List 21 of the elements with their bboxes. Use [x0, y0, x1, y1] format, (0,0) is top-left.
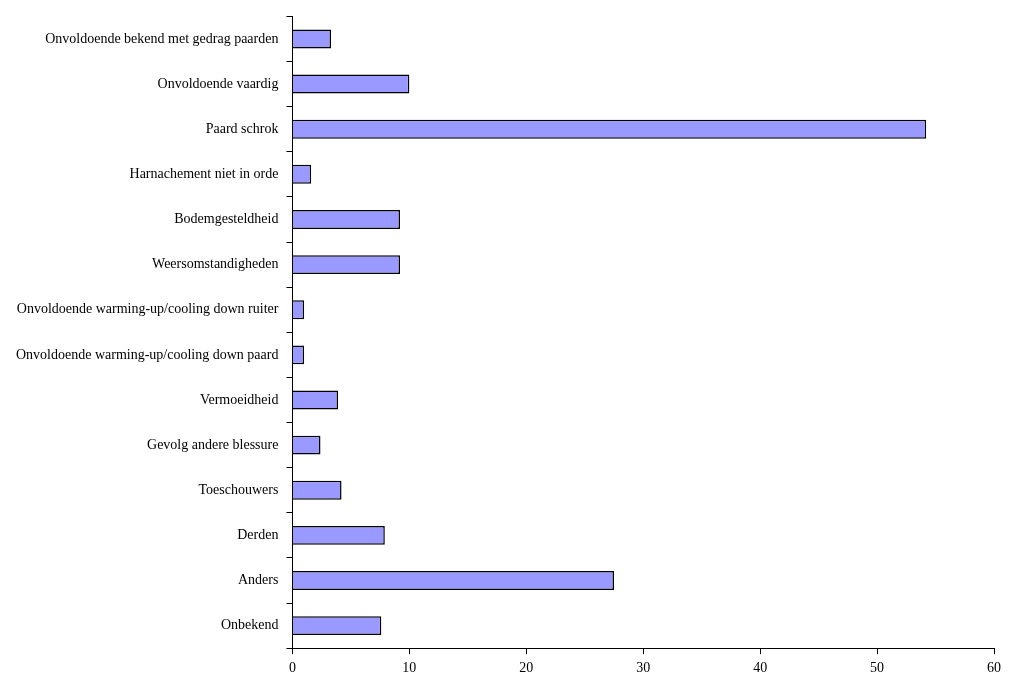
y-tick-label: Onvoldoende vaardig	[157, 75, 279, 91]
x-tick-label: 50	[870, 660, 885, 676]
y-tick-label: Onbekend	[220, 617, 279, 633]
y-tick-label: Onvoldoende warming-up/cooling down ruiter	[16, 301, 279, 317]
y-tick-label: Vermoeidheid	[199, 391, 279, 407]
x-tick-label: 60	[987, 660, 1001, 676]
x-tick-label: 10	[402, 660, 417, 676]
x-tick-label: 30	[636, 660, 651, 676]
y-tick-label: Anders	[238, 572, 279, 588]
y-tick-label: Toeschouwers	[198, 481, 279, 497]
y-tick-label: Onvoldoende warming-up/cooling down paard	[15, 346, 279, 362]
y-tick-label: Gevolg andere blessure	[147, 436, 279, 452]
y-tick-label: Derden	[237, 527, 279, 543]
x-tick-label: 20	[519, 660, 534, 676]
y-tick-label: Weersomstandigheden	[152, 256, 279, 272]
y-tick-label: Bodemgesteldheid	[174, 211, 279, 227]
y-tick-label: Onvoldoende bekend met gedrag paarden	[45, 30, 279, 46]
y-tick-label: Paard schrok	[205, 120, 279, 136]
x-tick-label: 40	[753, 660, 768, 676]
y-tick-label: Harnachement niet in orde	[129, 166, 279, 182]
x-tick-label: 0	[288, 660, 296, 676]
